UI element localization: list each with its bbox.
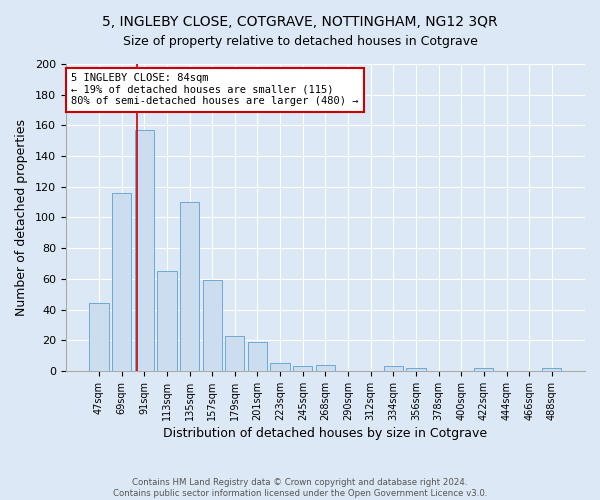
Bar	[316, 365, 335, 371]
Bar	[542, 368, 562, 371]
Bar	[271, 364, 290, 371]
Bar	[406, 368, 425, 371]
Bar	[157, 271, 176, 371]
Text: Contains HM Land Registry data © Crown copyright and database right 2024.
Contai: Contains HM Land Registry data © Crown c…	[113, 478, 487, 498]
Bar	[134, 130, 154, 371]
Bar	[89, 304, 109, 371]
Bar	[112, 193, 131, 371]
Bar	[225, 336, 244, 371]
X-axis label: Distribution of detached houses by size in Cotgrave: Distribution of detached houses by size …	[163, 427, 487, 440]
Bar	[383, 366, 403, 371]
Text: 5 INGLEBY CLOSE: 84sqm
← 19% of detached houses are smaller (115)
80% of semi-de: 5 INGLEBY CLOSE: 84sqm ← 19% of detached…	[71, 73, 358, 106]
Text: Size of property relative to detached houses in Cotgrave: Size of property relative to detached ho…	[122, 35, 478, 48]
Bar	[180, 202, 199, 371]
Bar	[293, 366, 313, 371]
Bar	[474, 368, 493, 371]
Text: 5, INGLEBY CLOSE, COTGRAVE, NOTTINGHAM, NG12 3QR: 5, INGLEBY CLOSE, COTGRAVE, NOTTINGHAM, …	[102, 15, 498, 29]
Bar	[248, 342, 267, 371]
Bar	[203, 280, 222, 371]
Y-axis label: Number of detached properties: Number of detached properties	[15, 119, 28, 316]
